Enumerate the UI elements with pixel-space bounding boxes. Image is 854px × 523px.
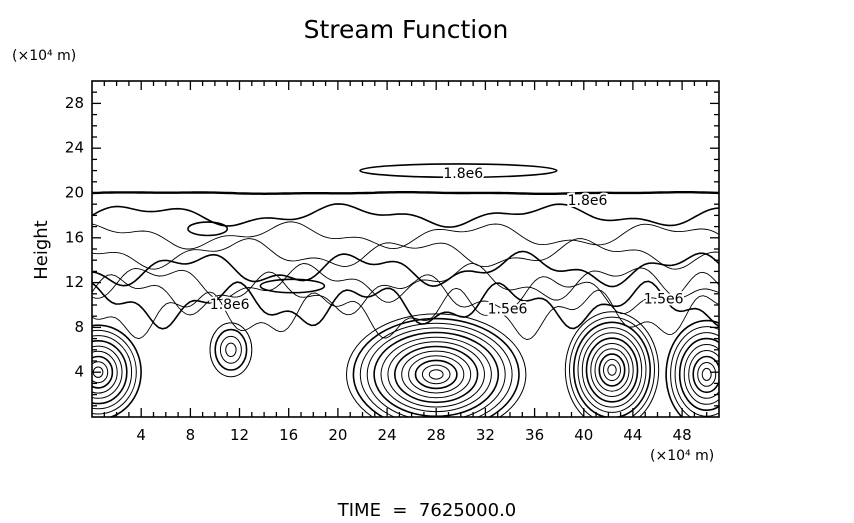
y-tick-label: 16 bbox=[65, 228, 84, 246]
vortex-contour bbox=[683, 344, 719, 405]
vortex-contour bbox=[697, 362, 717, 387]
stream-line bbox=[92, 271, 719, 316]
vortex-contour bbox=[92, 350, 118, 394]
vortex-contour bbox=[346, 313, 527, 417]
x-tick-label: 24 bbox=[378, 426, 397, 444]
stream-line bbox=[92, 250, 719, 288]
stream-line bbox=[92, 262, 719, 303]
vortex-contour bbox=[594, 348, 630, 392]
island-contour bbox=[187, 221, 229, 237]
vortex-contour bbox=[590, 343, 634, 397]
vortex-contour bbox=[394, 345, 479, 404]
vortex-contour bbox=[366, 327, 506, 417]
vortex-contour bbox=[92, 345, 123, 399]
stream-line bbox=[92, 287, 719, 341]
y-tick-label: 12 bbox=[65, 273, 84, 291]
x-tick-label: 12 bbox=[230, 426, 249, 444]
x-tick-label: 36 bbox=[525, 426, 544, 444]
vortex-contour bbox=[225, 342, 237, 357]
vortex-contour bbox=[665, 319, 719, 417]
vortex-contour bbox=[569, 316, 655, 417]
contour-label: 1.5e6 bbox=[488, 302, 528, 318]
vortex-contour bbox=[92, 335, 133, 410]
x-tick-label: 44 bbox=[623, 426, 642, 444]
x-tick-label: 16 bbox=[279, 426, 298, 444]
x-tick-label: 8 bbox=[186, 426, 196, 444]
vortex-contour bbox=[359, 322, 513, 417]
y-tick-label: 4 bbox=[74, 363, 84, 381]
stream-line bbox=[92, 238, 719, 270]
vortex-contour bbox=[598, 353, 626, 387]
vortex-contour bbox=[401, 350, 472, 399]
x-tick-label: 20 bbox=[328, 426, 347, 444]
x-unit-label: (×10⁴ m) bbox=[650, 448, 714, 464]
vortex-contour bbox=[692, 355, 719, 394]
contour-label: 1.8e6 bbox=[210, 297, 250, 313]
vortex-contour bbox=[607, 364, 617, 376]
vortex-contour bbox=[585, 337, 639, 403]
vortex-contour bbox=[701, 367, 712, 381]
vortex-contour bbox=[603, 358, 621, 382]
vortex-contour bbox=[92, 324, 142, 417]
vortex-contour bbox=[373, 331, 500, 417]
contour-label: 1.8e6 bbox=[568, 193, 608, 209]
vortex-contour bbox=[408, 355, 465, 394]
vortex-contour bbox=[573, 321, 651, 417]
vortex-contour bbox=[421, 364, 451, 385]
stream-line bbox=[92, 203, 719, 228]
vortex-contour bbox=[581, 332, 643, 408]
stream-line bbox=[92, 221, 719, 250]
vortex-contour bbox=[670, 326, 719, 417]
y-tick-label: 8 bbox=[74, 318, 84, 336]
x-tick-label: 48 bbox=[673, 426, 692, 444]
vortex-contour bbox=[564, 311, 660, 417]
y-unit-label: (×10⁴ m) bbox=[12, 48, 76, 64]
x-tick-label: 4 bbox=[136, 426, 146, 444]
chart-title: Stream Function bbox=[304, 15, 509, 44]
vortex-contour bbox=[219, 335, 242, 364]
y-tick-label: 28 bbox=[65, 94, 84, 112]
stream-line bbox=[92, 280, 719, 330]
x-tick-label: 28 bbox=[427, 426, 446, 444]
vortex-contour bbox=[414, 359, 458, 390]
vortex-contour bbox=[92, 361, 109, 384]
vortex-contour bbox=[214, 328, 248, 371]
contour-label: 1.8e6 bbox=[443, 166, 483, 182]
vortex-contour bbox=[577, 327, 647, 413]
island-contour bbox=[359, 163, 558, 179]
vortex-contour bbox=[92, 340, 128, 405]
vortex-contour bbox=[428, 369, 444, 380]
y-tick-label: 20 bbox=[65, 184, 84, 202]
vortex-contour bbox=[92, 329, 137, 415]
island-contour bbox=[259, 278, 326, 294]
x-tick-label: 32 bbox=[476, 426, 495, 444]
time-footer: TIME = 7625000.0 bbox=[337, 500, 517, 519]
strong-layer-line bbox=[92, 191, 719, 196]
y-tick-label: 24 bbox=[65, 139, 84, 157]
vortex-contour bbox=[352, 317, 520, 417]
y-axis-label: Height bbox=[31, 220, 52, 280]
contour-label: 1.5e6 bbox=[644, 291, 684, 307]
vortex-contour bbox=[92, 355, 114, 389]
vortex-contour bbox=[678, 337, 719, 411]
plot-frame bbox=[91, 80, 720, 418]
x-tick-label: 40 bbox=[574, 426, 593, 444]
vortex-contour bbox=[688, 350, 719, 399]
vortex-contour bbox=[380, 336, 492, 413]
vortex-contour bbox=[209, 322, 253, 378]
contour-lines: 1.8e6 1.8e6 1.8e6 1.5e6 1.5e6 bbox=[92, 163, 719, 417]
vortex-contour bbox=[387, 341, 486, 408]
